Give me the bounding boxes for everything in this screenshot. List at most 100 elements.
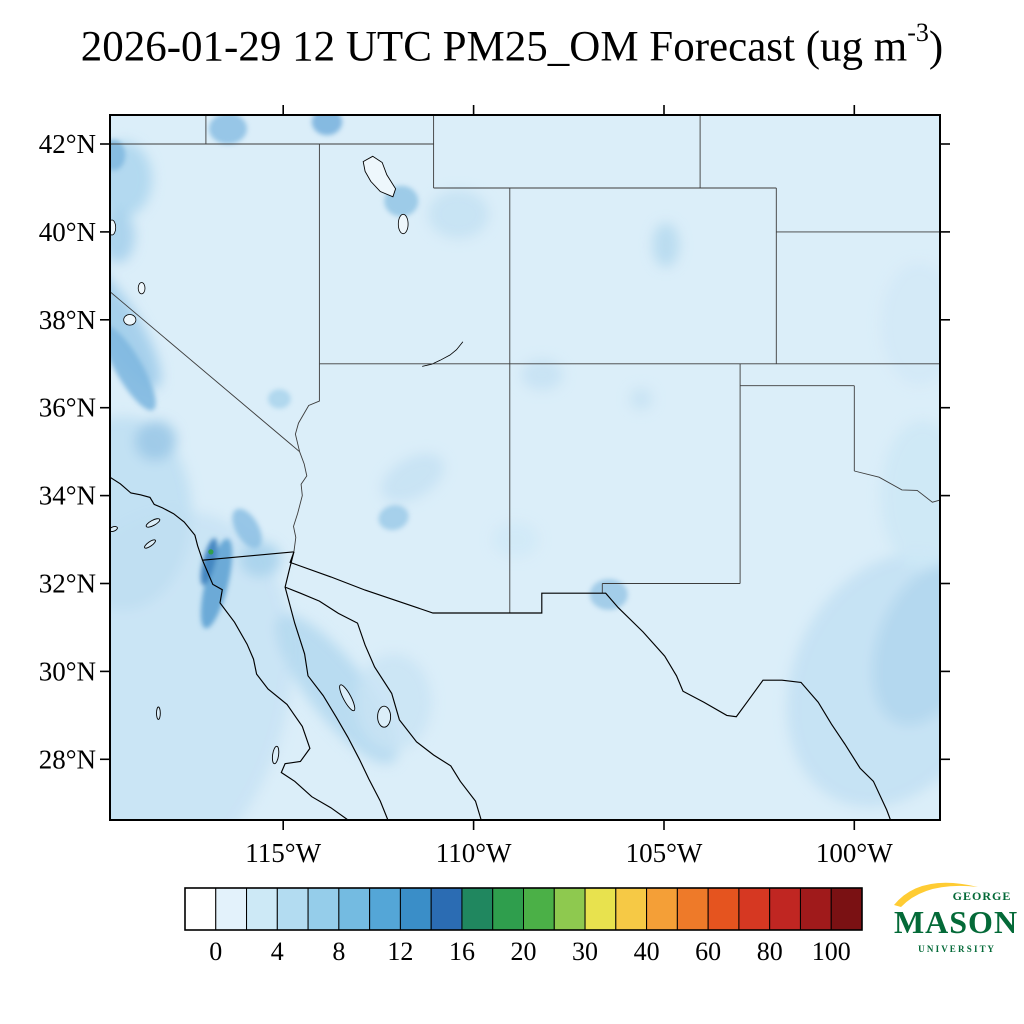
lat-tick-label: 38°N	[39, 305, 96, 335]
colorbar-tick-label: 16	[449, 937, 475, 966]
lake	[123, 314, 137, 326]
title-exponent: -3	[907, 18, 929, 47]
lon-tick-label: 100°W	[816, 838, 893, 868]
island	[144, 539, 156, 549]
colorbar-cell	[338, 887, 371, 931]
lat-tick-label: 42°N	[39, 129, 96, 159]
logo-george: GEORGE	[953, 889, 1012, 903]
pm-shade-blob	[521, 359, 563, 391]
colorbar-legend: 0 4 8 12 16 20 30 40 60 80 100	[184, 887, 863, 966]
pm-shade-blob	[110, 209, 135, 263]
colorbar-cell	[769, 887, 801, 931]
colorbar-tick-label: 0	[209, 937, 222, 966]
colorbar-tick-label: 80	[757, 937, 783, 966]
lon-tick-label: 105°W	[626, 838, 703, 868]
colorbar-cell	[646, 887, 678, 931]
pm-shade-blob	[134, 420, 177, 461]
colorbar-cell	[307, 887, 340, 931]
lake	[110, 219, 117, 236]
colorbar-cell	[399, 887, 432, 931]
colorbar-cell	[738, 887, 771, 931]
colorbar-cell	[246, 887, 278, 931]
pm-peak-marker	[208, 549, 214, 555]
colorbar-cell	[276, 887, 309, 931]
title-text: 2026-01-29 12 UTC PM25_OM Forecast (ug m	[80, 23, 908, 71]
coastline	[284, 551, 389, 820]
colorbar-tick-label: 8	[332, 937, 345, 966]
lat-tick-label: 34°N	[39, 481, 96, 511]
coastline	[110, 476, 349, 820]
colorbar-tick-label: 4	[271, 937, 284, 966]
island	[110, 526, 118, 532]
lake	[137, 282, 146, 295]
colorbar-tick-label: 40	[634, 937, 660, 966]
coastline	[202, 551, 294, 561]
pm-shade-blob	[881, 420, 940, 571]
state-border	[294, 363, 320, 452]
pm-shade-blob	[311, 115, 343, 136]
pm-shade-blob	[209, 115, 247, 144]
island	[271, 745, 280, 765]
colorbar-cell	[184, 887, 217, 931]
lat-tick-label: 32°N	[39, 569, 96, 599]
pm-shade-blob	[239, 541, 282, 577]
lake	[397, 213, 409, 235]
island	[377, 705, 392, 728]
pm-shade-blob	[200, 538, 233, 629]
pm-shade-blob	[427, 190, 489, 239]
logo-university: U N I V E R S I T Y	[918, 944, 994, 954]
great-salt-lake	[362, 155, 397, 198]
coastline	[284, 586, 482, 820]
colorbar-cell	[369, 887, 401, 931]
state-border	[854, 470, 940, 503]
colorbar-cell	[830, 887, 863, 931]
colorbar-cell	[676, 887, 709, 931]
figure-title: 2026-01-29 12 UTC PM25_OM Forecast (ug m…	[0, 18, 1024, 71]
pm-shade-blob	[268, 389, 291, 409]
colorbar-cell	[461, 887, 494, 931]
map-frame	[109, 114, 941, 821]
colorbar-cell	[799, 887, 832, 931]
colorbar-cell	[523, 887, 555, 931]
colorbar-outline	[184, 887, 863, 931]
colorbar-cell	[553, 887, 586, 931]
colorbar-cell	[492, 887, 525, 931]
pm-shade-blob	[629, 387, 653, 410]
island	[156, 706, 161, 720]
forecast-map: 28°N 30°N 32°N 34°N 36°N 38°N 40°N 42°N 115°W 110…	[39, 105, 950, 868]
logo-mason: MASON	[894, 904, 1018, 940]
lake-powell	[422, 341, 464, 367]
lon-tick-label: 110°W	[436, 838, 512, 868]
colorbar-cell	[215, 887, 248, 931]
island	[339, 684, 356, 712]
pm-shade-blob	[110, 416, 192, 610]
colorbar-cell	[430, 887, 463, 931]
colorbar-tick-label: 12	[387, 937, 413, 966]
title-suffix: )	[928, 23, 944, 71]
pm-shade-blob	[110, 325, 156, 411]
colorbar-tick-label: 20	[511, 937, 537, 966]
pm-shade-blob	[378, 505, 409, 531]
pm-shade-blob	[232, 508, 262, 549]
island	[145, 518, 161, 528]
lat-tick-label: 28°N	[39, 744, 96, 774]
lat-tick-label: 36°N	[39, 393, 96, 423]
colorbar-tick-label: 60	[695, 937, 721, 966]
pm-shade-blob	[200, 538, 218, 586]
logo-swoosh-icon	[894, 882, 978, 907]
pm-shade-blob	[872, 564, 940, 726]
pm-shade-blob	[110, 139, 126, 171]
pm-shade-blob	[881, 262, 940, 386]
pm-shade-blob	[652, 223, 680, 268]
state-border	[293, 451, 308, 552]
coastline	[289, 551, 892, 820]
pm-shade-blob	[589, 579, 628, 610]
colorbar-tick-label: 30	[572, 937, 598, 966]
pm-shade-blob	[492, 522, 539, 558]
colorbar-cell	[615, 887, 648, 931]
pm-shade-blob	[381, 453, 445, 503]
pm-shade-blob	[355, 653, 432, 751]
lat-tick-label: 30°N	[39, 656, 96, 686]
